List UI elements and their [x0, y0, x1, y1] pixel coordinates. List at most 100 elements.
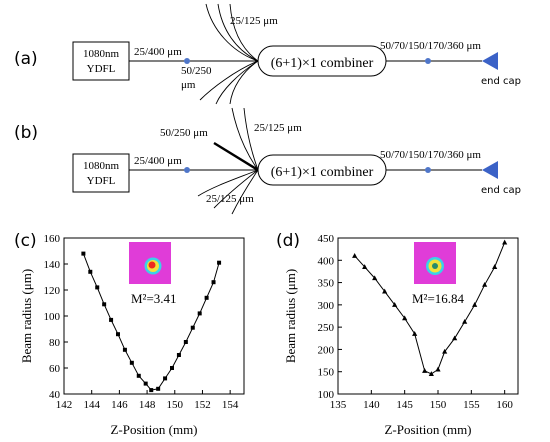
x-tick-label-d: 140 — [363, 399, 380, 411]
y-tick-label-c: 40 — [49, 389, 61, 401]
splice-point-a1 — [184, 58, 190, 64]
data-point-d — [382, 288, 388, 294]
chart-d: (d) 135 140 145 150 155 160 100 150 200 250 300 350… — [276, 231, 519, 437]
y-tick-label-d: 200 — [318, 344, 335, 356]
data-point-c — [211, 280, 216, 285]
x-axis-label-c: Z-Position (mm) — [110, 422, 197, 437]
data-point-c — [183, 340, 188, 344]
data-point-d — [392, 302, 398, 307]
signal-fiber-b1 — [231, 107, 259, 171]
panel-label-b: (b) — [14, 123, 38, 143]
data-point-d — [352, 253, 358, 258]
x-tick-label-d: 160 — [496, 399, 513, 411]
y-tick-label-c: 160 — [44, 233, 61, 245]
y-tick-label-d: 150 — [318, 367, 335, 379]
x-tick-label-c: 150 — [167, 399, 184, 411]
diagram-b: (b) 1080nm YDFL 25/400 μm 50/250 μm 25/1… — [14, 107, 521, 215]
end-cap-label-a: end cap — [481, 76, 521, 87]
splice-point-a2 — [425, 58, 431, 64]
data-point-d — [472, 302, 478, 307]
y-axis-label-d: Beam radius (μm) — [283, 269, 298, 363]
data-point-c — [217, 260, 222, 265]
x-tick-label-d: 155 — [463, 399, 480, 411]
combiner-label-b: (6+1)×1 combiner — [271, 165, 374, 180]
data-point-c — [170, 366, 174, 370]
output-fiber-label-a: 50/70/150/170/360 μm — [380, 40, 481, 52]
panel-label-d: (d) — [276, 231, 300, 251]
data-point-c — [116, 332, 120, 337]
y-tick-label-d: 300 — [318, 300, 335, 312]
data-point-c — [88, 269, 93, 274]
panel-label-c: (c) — [14, 231, 37, 251]
pump-fiber-label-a-line1: 50/250 — [181, 65, 212, 77]
pump-fiber-label-b: 50/250 μm — [160, 127, 208, 139]
axis-ticks-c: 142 144 146 148 150 152 154 40 60 80 100 120 140 160 — [44, 233, 239, 411]
data-point-c — [176, 353, 181, 357]
beam-spot-core-c — [148, 261, 156, 269]
data-point-c — [163, 376, 168, 381]
data-point-c — [204, 295, 209, 300]
data-point-c — [143, 381, 148, 386]
signal-fibers-label-a: 25/125 μm — [230, 15, 278, 27]
series-markers-d — [352, 239, 508, 376]
end-cap-label-b: end cap — [481, 185, 521, 196]
signal-fiber-a2 — [217, 3, 259, 62]
data-point-c — [156, 386, 161, 391]
data-point-d — [422, 368, 428, 373]
beam-profile-d — [414, 242, 456, 284]
chart-c: (c) 142 144 146 148 150 152 154 40 60 80 100 120 140… — [14, 231, 245, 437]
plot-frame-d — [337, 237, 519, 395]
data-point-c — [136, 373, 141, 378]
y-tick-label-c: 100 — [44, 311, 61, 323]
splice-point-b2 — [425, 167, 431, 173]
signal-fiber-b2 — [243, 107, 259, 171]
data-point-c — [81, 251, 86, 256]
axis-ticks-d: 135 140 145 150 155 160 100 150 200 250 300 350 400 4… — [318, 233, 514, 411]
x-tick-label-c: 146 — [111, 399, 128, 411]
data-point-c — [95, 285, 100, 290]
data-point-c — [102, 302, 107, 307]
laser-label-a-line2: YDFL — [87, 63, 116, 75]
signal-fibers-label-b-lower: 25/125 μm — [206, 193, 254, 205]
y-tick-label-d: 250 — [318, 322, 335, 334]
data-point-d — [452, 335, 458, 341]
laser-label-b-line2: YDFL — [87, 175, 116, 187]
series-markers-c — [81, 251, 222, 393]
data-point-c — [109, 317, 114, 322]
end-cap-a — [482, 52, 498, 70]
data-point-d — [372, 275, 378, 281]
m2-annotation-c: M²=3.41 — [131, 291, 177, 306]
data-point-d — [428, 371, 434, 376]
data-point-d — [492, 264, 498, 269]
y-tick-label-d: 100 — [318, 389, 335, 401]
signal-fiber-a3 — [229, 3, 259, 62]
y-tick-label-c: 140 — [44, 259, 61, 271]
data-point-c — [122, 347, 127, 352]
splice-point-b1 — [184, 167, 190, 173]
x-tick-label-c: 144 — [83, 399, 100, 411]
laser-box-b — [72, 153, 130, 193]
x-axis-label-d: Z-Position (mm) — [384, 422, 471, 437]
data-point-d — [435, 366, 441, 372]
input-fiber-label-a: 25/400 μm — [134, 46, 182, 58]
y-axis-label-c: Beam radius (μm) — [19, 269, 34, 363]
signal-fiber-a6 — [199, 60, 259, 101]
end-cap-b — [482, 161, 498, 179]
pump-fiber-b — [213, 141, 259, 172]
signal-fibers-label-b-upper: 25/125 μm — [254, 122, 302, 134]
m2-annotation-d: M²=16.84 — [412, 291, 465, 306]
laser-label-b-line1: 1080nm — [83, 160, 120, 172]
pump-fiber-label-a-line2: μm — [181, 79, 196, 91]
y-tick-label-c: 80 — [49, 337, 61, 349]
data-point-c — [197, 311, 202, 316]
x-tick-label-c: 154 — [222, 399, 239, 411]
output-fiber-label-b: 50/70/150/170/360 μm — [380, 149, 481, 161]
input-fiber-label-b: 25/400 μm — [134, 155, 182, 167]
y-tick-label-c: 120 — [44, 285, 61, 297]
data-point-d — [412, 331, 418, 336]
x-tick-label-d: 135 — [330, 399, 347, 411]
x-tick-label-d: 145 — [396, 399, 413, 411]
panel-label-a: (a) — [14, 49, 38, 69]
beam-profile-c — [129, 242, 171, 284]
